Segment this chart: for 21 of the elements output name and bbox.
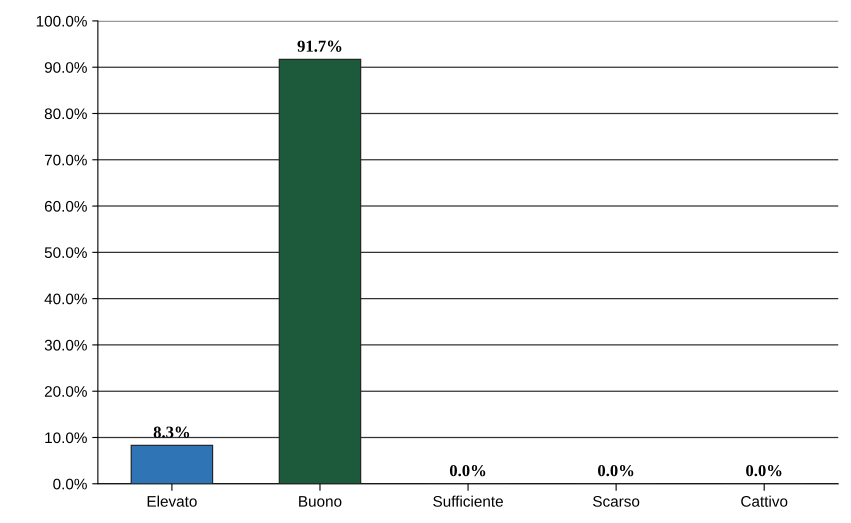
- x-tick-label: Scarso: [593, 496, 640, 507]
- y-tick-label: 70.0%: [44, 154, 87, 166]
- data-label: 8.3%: [154, 426, 190, 438]
- y-tick-label: 20.0%: [44, 386, 87, 397]
- x-tick-label: Elevato: [148, 496, 197, 507]
- y-tick-label: 40.0%: [44, 294, 87, 304]
- data-label: 0.0%: [598, 464, 634, 476]
- y-tick-label: 60.0%: [44, 200, 87, 212]
- data-label: 0.0%: [450, 464, 486, 476]
- data-label: 91.7%: [298, 40, 342, 52]
- y-tick-label: 30.0%: [44, 340, 87, 351]
- x-tick-label: Buono: [299, 496, 342, 507]
- y-tick-label: 50.0%: [44, 247, 87, 258]
- y-tick-label: 10.0%: [45, 432, 87, 444]
- y-tick-label: 90.0%: [44, 62, 87, 73]
- x-tick-label: Sufficiente: [433, 496, 503, 507]
- y-tick-label: 100.0%: [36, 16, 87, 27]
- y-tick-label: 80.0%: [44, 108, 87, 120]
- y-tick-label: 0.0%: [53, 478, 87, 490]
- x-tick-label: Cattivo: [741, 496, 788, 507]
- data-label: 0.0%: [746, 464, 782, 476]
